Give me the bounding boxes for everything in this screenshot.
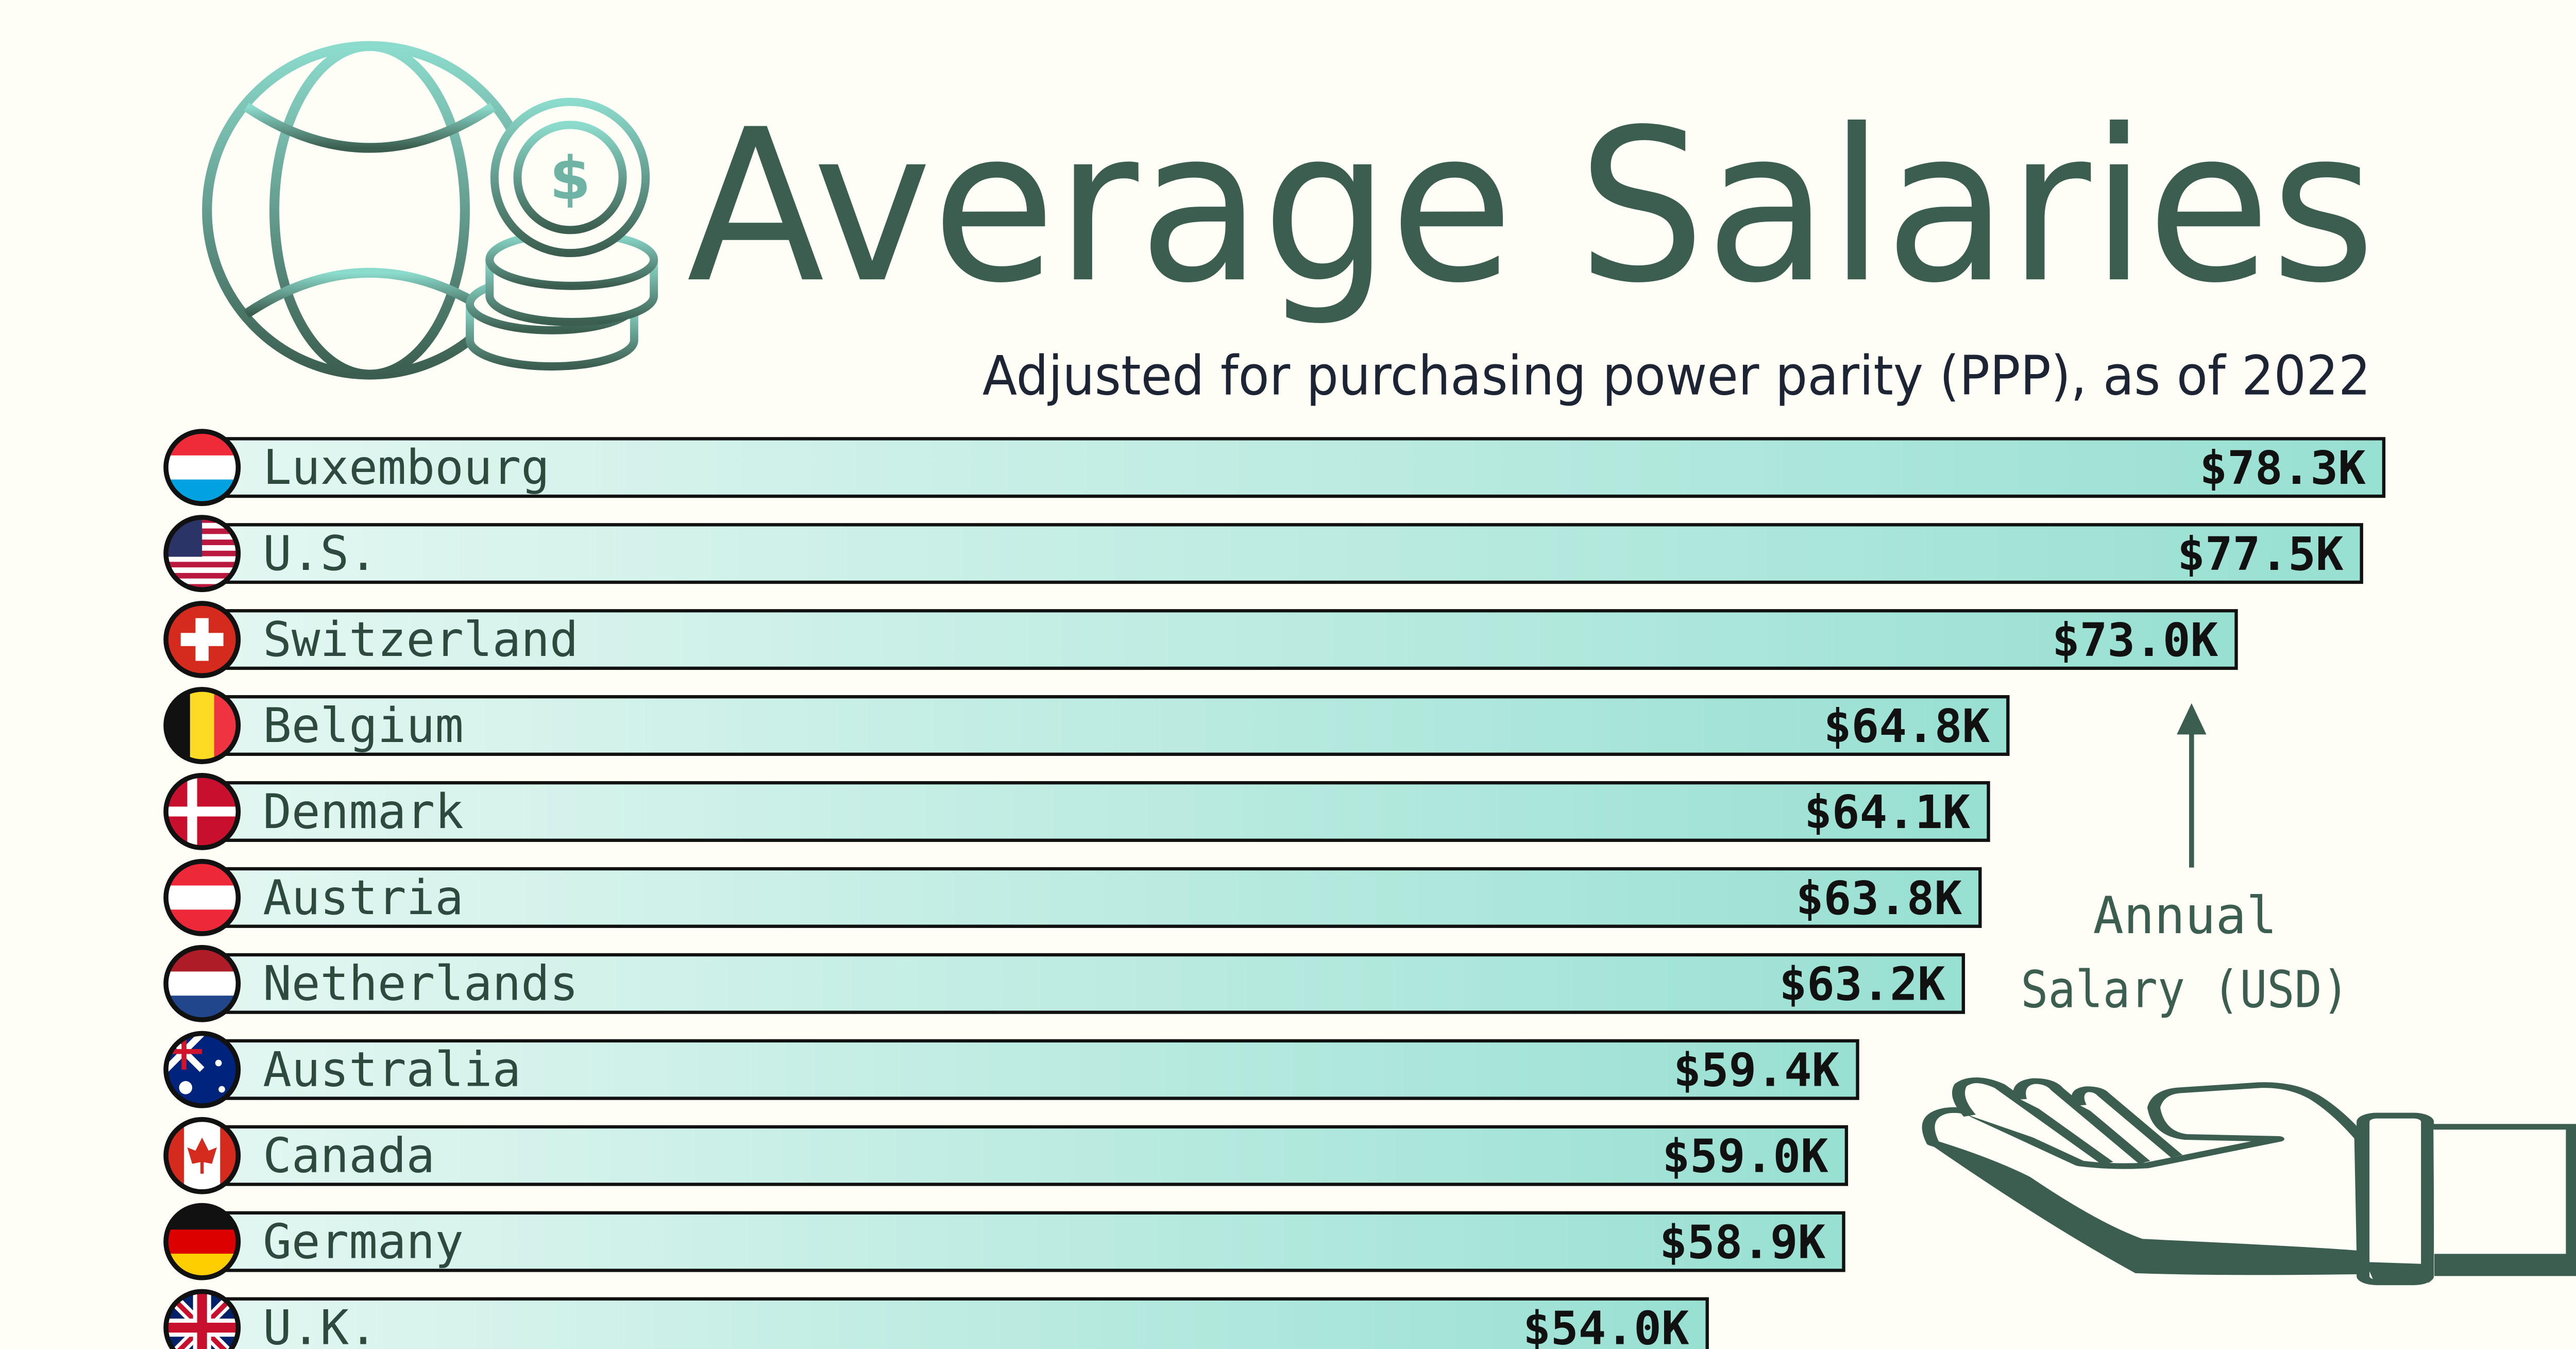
flag-icon	[163, 858, 241, 936]
bar	[202, 1297, 1709, 1349]
bar-row: Luxembourg $78.3K	[163, 429, 2386, 507]
bar-row: U.S. $77.5K	[163, 515, 2363, 593]
bar	[202, 1125, 1849, 1186]
country-label: Denmark	[263, 784, 464, 839]
annotation-line2: Salary (USD)	[2021, 960, 2349, 1020]
flag-icon	[163, 1117, 241, 1194]
bar-row: Belgium $64.8K	[163, 687, 2010, 764]
flag-icon	[163, 1031, 241, 1108]
flag-icon	[163, 687, 241, 764]
country-label: Belgium	[263, 698, 464, 753]
flag-icon	[163, 1289, 241, 1349]
country-label: Australia	[263, 1042, 521, 1098]
value-label: $73.0K	[2052, 614, 2218, 667]
subtitle: Adjusted for purchasing power parity (PP…	[982, 344, 2371, 407]
value-label: $63.8K	[1796, 872, 1962, 925]
value-label: $64.1K	[1804, 786, 1971, 839]
bar-row: Denmark $64.1K	[163, 773, 1990, 850]
bar-row: U.K. $54.0K	[163, 1289, 1709, 1349]
bar	[202, 781, 1990, 842]
flag-icon	[163, 601, 241, 679]
bar-row: Austria $63.8K	[163, 858, 1982, 936]
bar	[202, 695, 2010, 756]
bar-row: Australia $59.4K	[163, 1031, 1859, 1108]
bar-row: Netherlands $63.2K	[163, 945, 1965, 1022]
dollar-coin-stack-icon: $	[466, 97, 658, 371]
bar-group: Luxembourg $78.3K U.S. $77.5K Switzerland $73…	[163, 429, 2386, 1349]
country-label: U.K.	[263, 1300, 378, 1349]
bar-row: Germany $58.9K	[163, 1203, 1845, 1280]
arrow-up-icon	[2177, 703, 2207, 868]
country-label: Netherlands	[263, 956, 578, 1011]
value-label: $78.3K	[2199, 442, 2366, 495]
bar-row: Switzerland $73.0K	[163, 601, 2238, 679]
svg-text:$: $	[550, 144, 591, 213]
value-label: $59.4K	[1673, 1044, 1840, 1098]
country-label: U.S.	[263, 526, 378, 581]
annotation-line1: Annual	[2093, 886, 2277, 946]
country-label: Switzerland	[263, 612, 578, 667]
flag-icon	[163, 515, 241, 593]
country-label: Canada	[263, 1128, 435, 1184]
bar	[202, 1039, 1859, 1100]
bar-row: Canada $59.0K	[163, 1117, 1849, 1194]
bar	[202, 1211, 1845, 1272]
value-label: $63.2K	[1779, 958, 1945, 1011]
page-title: Average Salaries	[687, 85, 2376, 329]
bar	[202, 523, 2363, 584]
country-label: Austria	[263, 870, 464, 925]
value-label: $77.5K	[2177, 528, 2344, 581]
flag-icon	[163, 429, 241, 507]
open-hand-icon	[1922, 1077, 2576, 1286]
bar	[202, 953, 1965, 1014]
bar	[202, 609, 2238, 670]
flag-icon	[163, 945, 241, 1022]
value-label: $59.0K	[1662, 1130, 1828, 1184]
country-label: Luxembourg	[263, 440, 550, 495]
value-label: $64.8K	[1824, 700, 1990, 753]
country-label: Germany	[263, 1213, 464, 1269]
value-label: $58.9K	[1659, 1216, 1826, 1269]
flag-icon	[163, 773, 241, 850]
bar	[202, 867, 1982, 928]
value-label: $54.0K	[1523, 1302, 1689, 1349]
flag-icon	[163, 1203, 241, 1280]
globe-icon	[202, 41, 537, 380]
